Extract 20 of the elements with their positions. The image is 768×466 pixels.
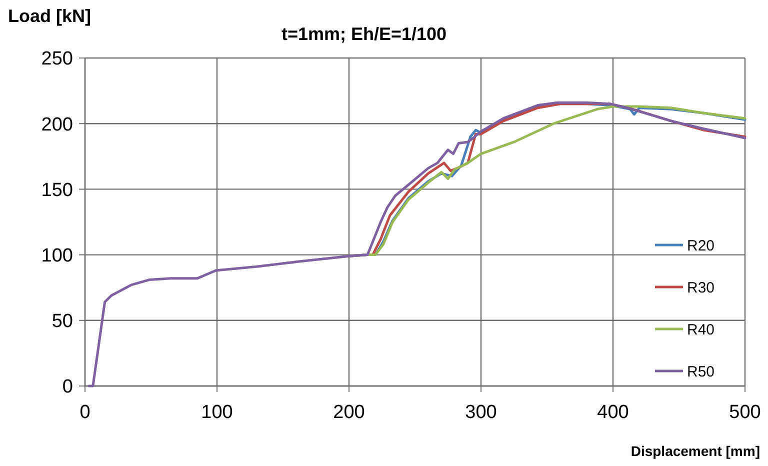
line-series [88,101,746,388]
y-tick-label: 150 [41,180,73,201]
x-tick-label: 200 [333,402,365,423]
x-axis-title: Displacement [mm] [630,443,760,459]
y-axis-title: Load [kN] [8,6,91,26]
y-tick-label: 100 [41,245,73,266]
y-tick-label: 0 [62,376,73,398]
chart-title: t=1mm; Eh/E=1/100 [281,24,447,44]
legend-label: R40 [687,321,715,338]
x-tick-label: 400 [597,402,629,423]
x-tick-label: 500 [729,402,761,423]
x-tick-label: 0 [80,402,90,423]
legend-label: R20 [687,237,715,254]
legend-label: R50 [687,363,715,380]
y-tick-label: 250 [41,48,73,70]
y-tick-label: 50 [52,311,73,332]
legend-label: R30 [687,279,715,296]
x-tick-label: 100 [201,402,233,423]
y-tick-label: 200 [41,114,73,136]
x-tick-label: 300 [465,402,497,423]
